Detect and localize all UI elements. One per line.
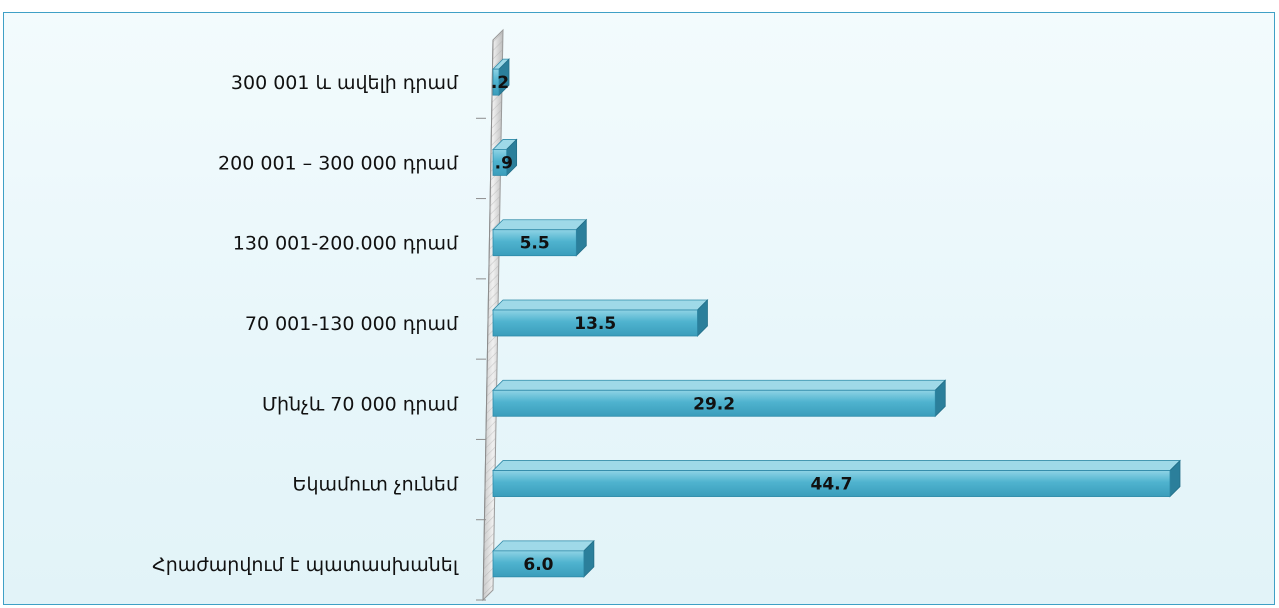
category-label: Հրաժարվում է պատասխանել bbox=[152, 554, 459, 576]
bar-top bbox=[492, 540, 595, 552]
bar-top bbox=[492, 299, 709, 311]
bars bbox=[492, 58, 1181, 578]
bar bbox=[492, 149, 508, 176]
bar bbox=[492, 470, 1171, 497]
bar bbox=[492, 68, 500, 96]
value-label: .9 bbox=[495, 153, 513, 173]
axis-line bbox=[482, 39, 494, 601]
category-label: 130 001-200.000 դրամ bbox=[233, 233, 459, 255]
bar bbox=[492, 389, 936, 417]
labels: 300 001 և ավելի դրամ .2 200 001 – 300 000 … bbox=[152, 72, 852, 576]
category-label: Մինչև 70 000 դրամ bbox=[262, 393, 459, 415]
bar bbox=[492, 229, 577, 257]
value-label: 6.0 bbox=[523, 555, 553, 575]
bar-top bbox=[492, 460, 1181, 471]
value-label: 44.7 bbox=[811, 475, 853, 495]
value-label: .2 bbox=[491, 73, 509, 93]
value-label: 29.2 bbox=[693, 394, 735, 414]
category-label: 300 001 և ավելի դրամ bbox=[231, 72, 459, 94]
bar bbox=[492, 309, 698, 337]
value-label: 5.5 bbox=[520, 234, 550, 254]
category-label: Եկամուտ չունեմ bbox=[293, 474, 459, 496]
bar bbox=[492, 550, 585, 578]
bar-top bbox=[492, 219, 588, 231]
bar-top bbox=[492, 379, 947, 391]
value-label: 13.5 bbox=[574, 314, 616, 334]
category-label: 70 001-130 000 դրամ bbox=[245, 313, 459, 335]
category-label: 200 001 – 300 000 դրամ bbox=[218, 152, 459, 174]
